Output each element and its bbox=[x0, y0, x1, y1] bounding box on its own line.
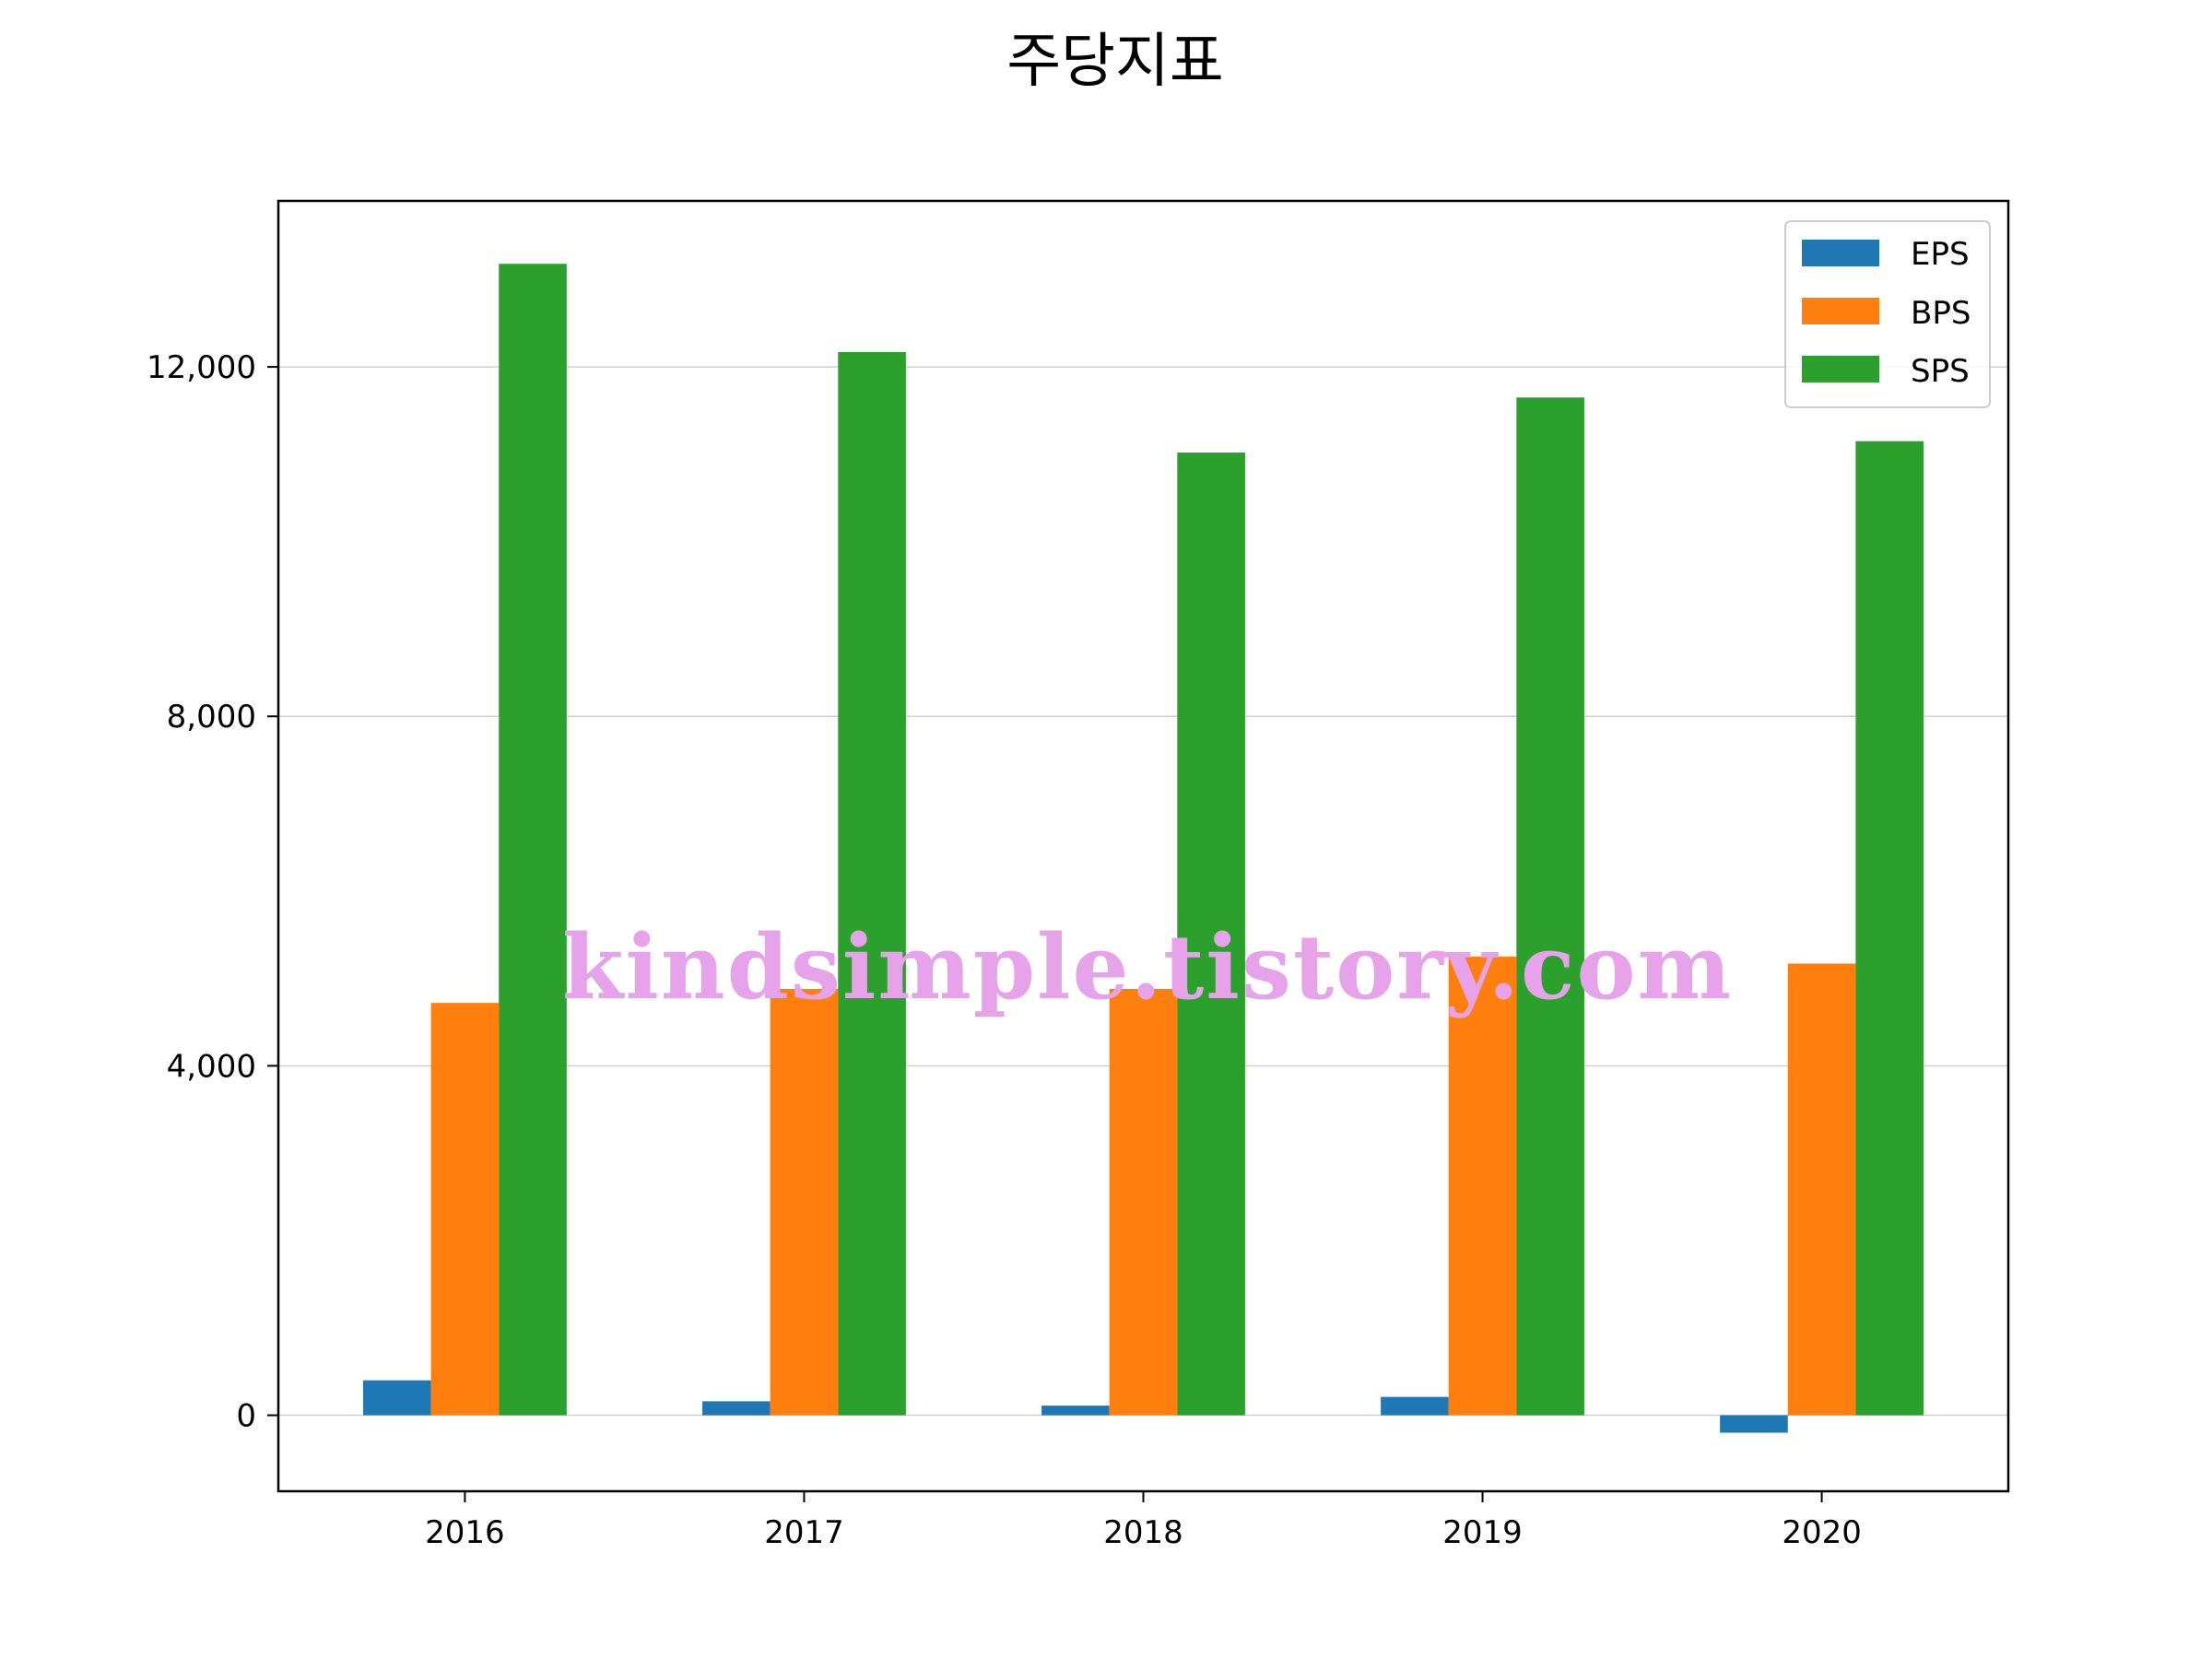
legend-label-eps: EPS bbox=[1911, 236, 1970, 273]
legend-swatch-sps bbox=[1802, 356, 1879, 382]
bar-eps-2016 bbox=[363, 1380, 431, 1416]
bar-bps-2019 bbox=[1448, 956, 1517, 1416]
bar-bps-2020 bbox=[1787, 963, 1856, 1416]
bar-sps-2020 bbox=[1855, 441, 1924, 1416]
bar-sps-2019 bbox=[1516, 397, 1584, 1416]
bar-bps-2018 bbox=[1109, 988, 1178, 1416]
legend-swatch-bps bbox=[1802, 298, 1879, 324]
x-tick-label: 2019 bbox=[1442, 1514, 1523, 1551]
bar-eps-2017 bbox=[702, 1401, 771, 1416]
x-axis: 2016 2017 2018 2019 2020 bbox=[425, 1491, 1862, 1551]
chart-title: 주당지표 bbox=[1006, 28, 1224, 96]
bar-eps-2020 bbox=[1720, 1415, 1788, 1433]
bar-bps-2017 bbox=[770, 988, 839, 1416]
legend-label-bps: BPS bbox=[1911, 295, 1971, 332]
legend: EPS BPS SPS bbox=[1784, 220, 1991, 408]
legend-label-sps: SPS bbox=[1911, 353, 1970, 390]
x-tick-label: 2017 bbox=[764, 1514, 844, 1551]
y-tick-label: 8,000 bbox=[167, 699, 256, 735]
x-tick-label: 2016 bbox=[425, 1514, 505, 1551]
y-tick-label: 0 bbox=[236, 1398, 256, 1435]
y-axis: 0 4,000 8,000 12,000 bbox=[147, 349, 278, 1435]
watermark: kindsimple.tistory.com bbox=[562, 915, 1733, 1019]
x-tick-label: 2018 bbox=[1103, 1514, 1183, 1551]
y-tick-label: 4,000 bbox=[167, 1048, 256, 1085]
bar-eps-2018 bbox=[1041, 1406, 1110, 1416]
y-tick-label: 12,000 bbox=[147, 349, 256, 386]
bar-sps-2016 bbox=[499, 264, 567, 1416]
bar-sps-2017 bbox=[838, 351, 906, 1416]
bar-bps-2016 bbox=[430, 1003, 500, 1416]
bar-eps-2019 bbox=[1381, 1396, 1449, 1416]
x-tick-label: 2020 bbox=[1782, 1514, 1862, 1551]
legend-swatch-eps bbox=[1802, 240, 1879, 266]
bars bbox=[363, 264, 1924, 1433]
bar-sps-2018 bbox=[1177, 452, 1245, 1416]
